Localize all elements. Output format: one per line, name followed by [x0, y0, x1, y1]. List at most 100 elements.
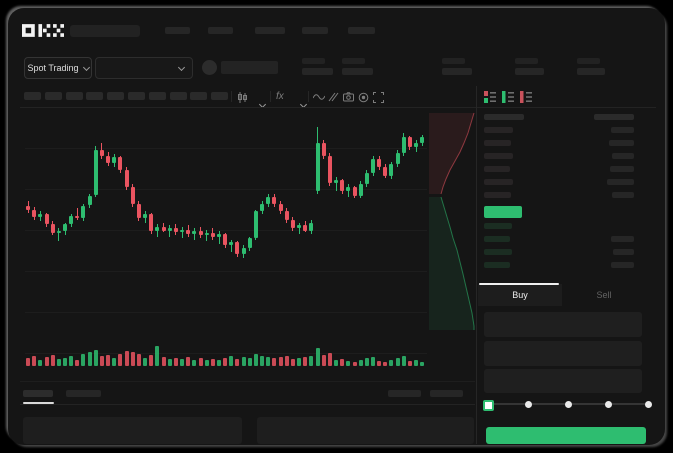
ask-price-placeholder[interactable]	[484, 166, 510, 172]
coin-avatar	[202, 60, 217, 75]
bid-price-placeholder[interactable]	[484, 262, 510, 268]
timeframe-pill[interactable]	[107, 92, 125, 100]
volume-bar	[143, 358, 147, 366]
stat-value-placeholder	[302, 68, 333, 75]
volume-bar	[118, 354, 123, 366]
timeframe-pill[interactable]	[86, 92, 104, 100]
volume-bar	[32, 356, 37, 366]
ask-price-placeholder[interactable]	[484, 179, 513, 185]
timeframe-pill[interactable]	[24, 92, 41, 100]
volume-bar	[303, 357, 308, 366]
bid-amount-placeholder	[613, 249, 634, 255]
slider-stop[interactable]	[524, 401, 532, 408]
slider-stop[interactable]	[604, 401, 612, 408]
timeframe-pill[interactable]	[211, 92, 229, 100]
candle-body	[136, 204, 141, 219]
bottom-table-placeholder	[23, 417, 242, 444]
candle-body	[217, 233, 221, 237]
volume-bar	[327, 353, 332, 366]
timeframe-pill[interactable]	[148, 92, 166, 100]
candle-body	[87, 195, 92, 206]
candle-body	[50, 224, 55, 233]
indicators-icon[interactable]: fx	[276, 91, 284, 102]
ask-price-placeholder[interactable]	[484, 127, 513, 133]
parallel-lines-icon[interactable]	[328, 92, 339, 102]
ask-amount-placeholder	[607, 179, 634, 185]
panel-divider	[476, 86, 477, 444]
bid-price-placeholder[interactable]	[484, 236, 510, 242]
slider-handle[interactable]	[483, 400, 494, 411]
candle-wick	[169, 225, 171, 237]
ask-price-placeholder[interactable]	[484, 153, 513, 159]
volume-bar	[358, 360, 363, 366]
book-bids-icon[interactable]	[502, 91, 514, 103]
bid-price-placeholder[interactable]	[484, 223, 512, 229]
volume-bar	[377, 361, 382, 366]
timeframe-pill[interactable]	[190, 92, 208, 100]
nav-item-placeholder[interactable]	[302, 27, 328, 34]
ask-price-placeholder[interactable]	[484, 192, 511, 198]
volume-bar	[149, 355, 154, 366]
candle-body	[161, 226, 166, 232]
volume-bar	[414, 360, 419, 366]
camera-icon[interactable]	[343, 92, 354, 102]
candle-body	[407, 137, 412, 148]
bid-price-placeholder[interactable]	[484, 249, 512, 255]
candle-body	[118, 157, 123, 170]
pair-dropdown[interactable]	[95, 57, 193, 79]
volume-bar	[223, 358, 228, 366]
candle-chart-icon[interactable]	[237, 92, 248, 103]
candle-wick	[181, 226, 183, 239]
volume-bar	[81, 354, 86, 366]
candle-wick	[298, 222, 300, 234]
order-input-field[interactable]	[484, 369, 642, 393]
bottom-tab-placeholder[interactable]	[66, 390, 101, 397]
volume-bar	[290, 359, 295, 366]
candle-body	[235, 242, 240, 254]
volume-bar	[204, 360, 209, 366]
timeframe-pill[interactable]	[65, 92, 83, 100]
nav-item-placeholder[interactable]	[208, 27, 233, 34]
order-input-field[interactable]	[484, 341, 642, 366]
volume-bar	[136, 354, 141, 366]
nav-item-placeholder[interactable]	[348, 27, 375, 34]
timeframe-pill[interactable]	[128, 92, 145, 100]
bottom-action-placeholder[interactable]	[430, 390, 463, 397]
candle-body	[278, 204, 283, 212]
okx-logo[interactable]	[22, 24, 64, 37]
slider-stop[interactable]	[564, 401, 572, 408]
candle-body	[260, 204, 265, 212]
ask-price-placeholder[interactable]	[484, 140, 511, 146]
book-combined-icon[interactable]	[484, 91, 496, 103]
orderbook-header-amount	[594, 114, 634, 120]
tab-sell[interactable]: Sell	[562, 284, 646, 306]
candle-body	[26, 205, 30, 210]
volume-bar	[278, 357, 283, 366]
nav-item-placeholder[interactable]	[165, 27, 190, 34]
candle-body	[106, 155, 111, 163]
bid-amount-placeholder	[611, 262, 634, 268]
chart-gridline	[25, 312, 427, 313]
bottom-action-placeholder[interactable]	[388, 390, 421, 397]
header-search-placeholder[interactable]	[70, 25, 140, 37]
wave-icon[interactable]	[313, 92, 325, 102]
bottom-tab-placeholder[interactable]	[23, 390, 53, 397]
tab-buy[interactable]: Buy	[478, 283, 562, 306]
candle-body	[149, 214, 154, 231]
candle-body	[241, 248, 246, 254]
candle-body	[352, 187, 357, 196]
order-input-field[interactable]	[484, 312, 642, 337]
slider-stop[interactable]	[644, 401, 652, 408]
book-asks-icon[interactable]	[520, 91, 532, 103]
timeframe-pill[interactable]	[44, 92, 62, 100]
ask-amount-placeholder	[610, 166, 634, 172]
nav-item-placeholder[interactable]	[255, 27, 285, 34]
buy-submit-button[interactable]	[486, 427, 646, 444]
candle-body	[272, 197, 277, 205]
timeframe-pill[interactable]	[169, 92, 187, 100]
target-icon[interactable]	[358, 92, 369, 103]
stat-value-placeholder	[442, 68, 472, 75]
market-type-dropdown[interactable]: Spot Trading	[24, 57, 92, 79]
fullscreen-icon[interactable]	[373, 92, 384, 103]
section-divider	[20, 107, 656, 108]
